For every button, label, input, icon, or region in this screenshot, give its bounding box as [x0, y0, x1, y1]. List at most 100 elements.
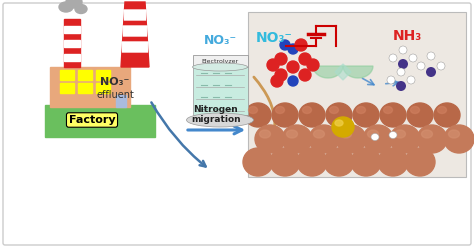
Ellipse shape [248, 106, 257, 114]
Ellipse shape [275, 106, 284, 114]
Bar [50, 67, 130, 107]
Ellipse shape [270, 148, 300, 176]
Ellipse shape [405, 148, 435, 176]
Ellipse shape [410, 106, 419, 114]
Ellipse shape [389, 131, 397, 138]
Text: NO₃⁻: NO₃⁻ [256, 31, 293, 45]
Ellipse shape [363, 125, 393, 153]
Ellipse shape [299, 69, 311, 81]
Ellipse shape [340, 130, 352, 138]
Ellipse shape [380, 103, 406, 127]
Bar [45, 105, 155, 137]
Polygon shape [124, 10, 146, 20]
Polygon shape [123, 26, 147, 36]
Ellipse shape [267, 59, 279, 71]
Ellipse shape [398, 59, 408, 69]
Bar [116, 95, 126, 107]
Ellipse shape [397, 68, 405, 76]
Ellipse shape [409, 54, 417, 62]
Ellipse shape [275, 69, 287, 81]
Ellipse shape [297, 148, 327, 176]
FancyBboxPatch shape [3, 3, 471, 245]
Bar [193, 67, 248, 115]
Ellipse shape [434, 103, 460, 127]
Ellipse shape [383, 106, 392, 114]
Ellipse shape [282, 125, 312, 153]
Bar [60, 70, 74, 80]
Ellipse shape [371, 133, 379, 141]
Ellipse shape [313, 130, 325, 138]
Ellipse shape [417, 125, 447, 153]
Bar [64, 40, 80, 47]
Text: Nitrogen
migration: Nitrogen migration [191, 105, 241, 124]
Ellipse shape [427, 52, 435, 60]
Ellipse shape [324, 148, 354, 176]
Ellipse shape [326, 103, 352, 127]
Ellipse shape [336, 125, 366, 153]
Ellipse shape [332, 117, 354, 137]
Ellipse shape [275, 53, 287, 65]
Ellipse shape [75, 4, 87, 13]
Ellipse shape [271, 75, 283, 87]
Ellipse shape [295, 39, 307, 51]
Ellipse shape [299, 103, 325, 127]
Ellipse shape [390, 125, 420, 153]
Ellipse shape [396, 81, 406, 91]
Bar [96, 83, 110, 93]
Text: NO₃⁻: NO₃⁻ [100, 77, 130, 87]
Ellipse shape [351, 148, 381, 176]
Ellipse shape [288, 44, 298, 54]
Bar [96, 70, 110, 80]
Ellipse shape [389, 54, 397, 62]
Ellipse shape [255, 125, 285, 153]
Ellipse shape [186, 113, 254, 127]
Ellipse shape [421, 130, 432, 138]
Ellipse shape [356, 106, 365, 114]
Ellipse shape [272, 103, 298, 127]
Ellipse shape [309, 125, 339, 153]
Polygon shape [343, 66, 373, 78]
Text: NO₃⁻: NO₃⁻ [203, 34, 237, 47]
Ellipse shape [399, 46, 407, 54]
Ellipse shape [353, 103, 379, 127]
Bar [64, 54, 80, 61]
Ellipse shape [243, 148, 273, 176]
Ellipse shape [438, 106, 447, 114]
Ellipse shape [302, 106, 311, 114]
Text: Electrolyzer: Electrolyzer [201, 59, 238, 63]
Ellipse shape [286, 130, 298, 138]
Polygon shape [335, 64, 351, 80]
Ellipse shape [66, 0, 82, 8]
Ellipse shape [59, 2, 73, 12]
Bar [60, 83, 74, 93]
Bar [64, 26, 80, 33]
Ellipse shape [288, 76, 298, 86]
Bar [78, 70, 92, 80]
Polygon shape [313, 66, 343, 78]
Bar [78, 83, 92, 93]
Text: Factory: Factory [69, 115, 115, 125]
Ellipse shape [417, 62, 425, 70]
Ellipse shape [192, 63, 247, 71]
Ellipse shape [329, 106, 338, 114]
Bar [193, 55, 248, 67]
Ellipse shape [448, 130, 459, 138]
Text: effluent: effluent [96, 90, 134, 100]
Polygon shape [121, 2, 149, 67]
Bar [64, 19, 80, 67]
Ellipse shape [378, 148, 408, 176]
Ellipse shape [259, 130, 271, 138]
Ellipse shape [426, 67, 436, 77]
Ellipse shape [287, 61, 299, 73]
Ellipse shape [437, 62, 445, 70]
Ellipse shape [280, 40, 290, 50]
Ellipse shape [444, 125, 474, 153]
Ellipse shape [387, 76, 395, 84]
Ellipse shape [245, 103, 271, 127]
Polygon shape [122, 42, 148, 52]
Ellipse shape [367, 130, 379, 138]
Ellipse shape [407, 103, 433, 127]
Ellipse shape [407, 76, 415, 84]
Bar [248, 12, 466, 177]
Text: NH₃: NH₃ [393, 29, 422, 43]
